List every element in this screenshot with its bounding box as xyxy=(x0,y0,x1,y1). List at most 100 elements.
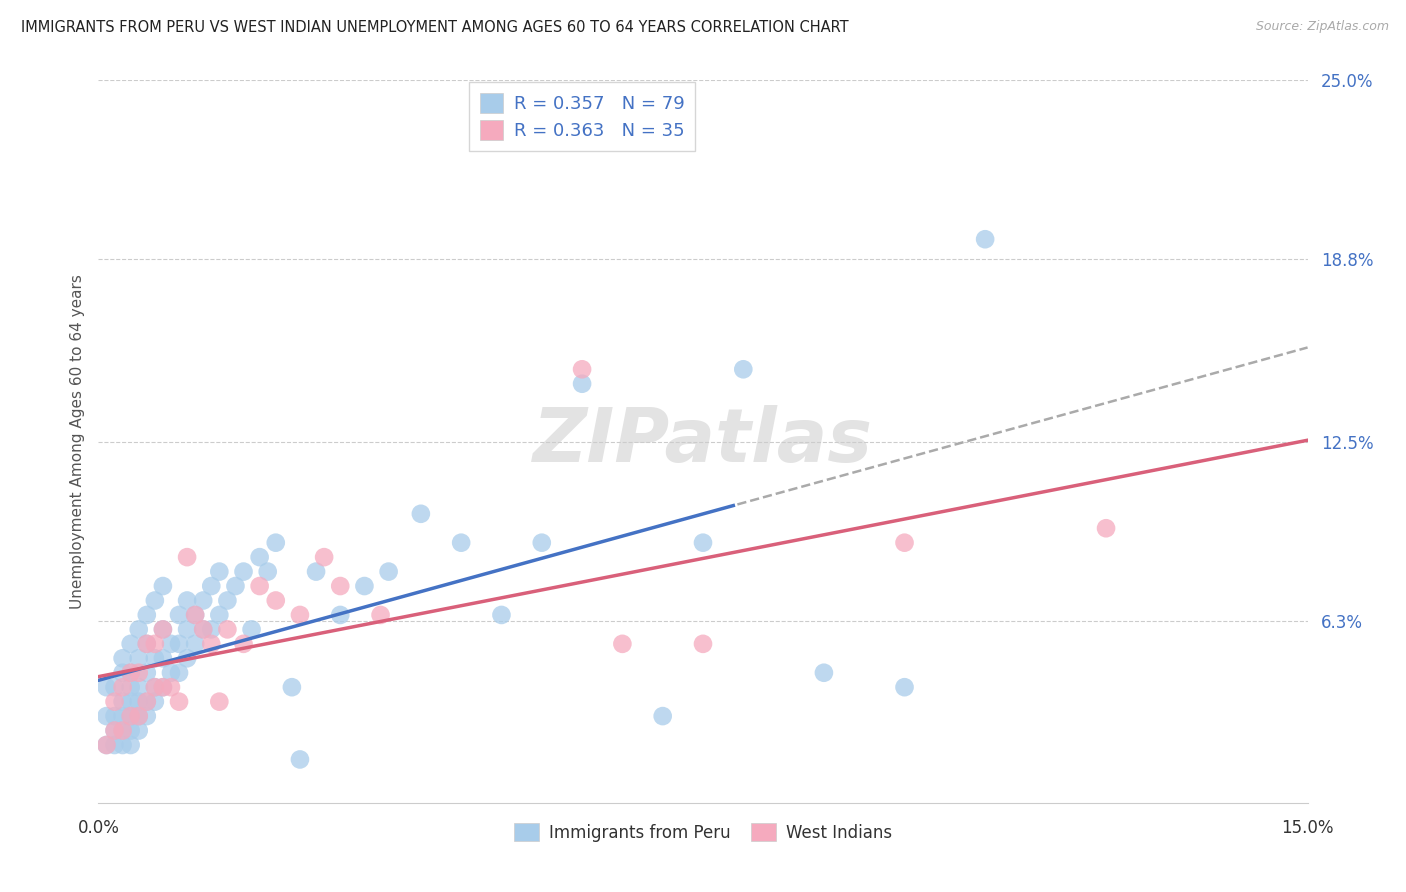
Point xyxy=(128,680,150,694)
Point xyxy=(128,709,150,723)
Point xyxy=(314,550,336,565)
Point xyxy=(167,695,190,709)
Point xyxy=(103,738,125,752)
Point xyxy=(143,680,166,694)
Point xyxy=(152,579,174,593)
Point xyxy=(208,565,231,579)
Point xyxy=(184,637,207,651)
Point xyxy=(160,680,183,694)
Point xyxy=(111,723,134,738)
Point xyxy=(256,565,278,579)
Point xyxy=(103,680,125,694)
Y-axis label: Unemployment Among Ages 60 to 64 years: Unemployment Among Ages 60 to 64 years xyxy=(69,274,84,609)
Point xyxy=(120,738,142,752)
Point xyxy=(167,637,190,651)
Point xyxy=(571,362,593,376)
Point xyxy=(96,738,118,752)
Point xyxy=(224,579,246,593)
Point xyxy=(111,738,134,752)
Point xyxy=(240,623,263,637)
Point xyxy=(128,623,150,637)
Point xyxy=(135,695,157,709)
Point xyxy=(692,637,714,651)
Point xyxy=(167,607,190,622)
Point xyxy=(176,651,198,665)
Point xyxy=(152,623,174,637)
Point xyxy=(217,623,239,637)
Point xyxy=(612,637,634,651)
Point xyxy=(571,376,593,391)
Point xyxy=(135,637,157,651)
Point xyxy=(120,695,142,709)
Point xyxy=(450,535,472,549)
Point xyxy=(128,723,150,738)
Point xyxy=(377,565,399,579)
Point xyxy=(96,709,118,723)
Point xyxy=(813,665,835,680)
Point xyxy=(143,680,166,694)
Point xyxy=(353,579,375,593)
Point xyxy=(135,709,157,723)
Point xyxy=(152,651,174,665)
Point xyxy=(135,637,157,651)
Point xyxy=(1095,521,1118,535)
Point xyxy=(288,752,311,766)
Point xyxy=(249,579,271,593)
Point xyxy=(184,607,207,622)
Point xyxy=(200,623,222,637)
Point xyxy=(208,695,231,709)
Point xyxy=(135,695,157,709)
Point xyxy=(232,637,254,651)
Point xyxy=(143,593,166,607)
Point xyxy=(160,637,183,651)
Point xyxy=(143,695,166,709)
Point xyxy=(135,607,157,622)
Legend: Immigrants from Peru, West Indians: Immigrants from Peru, West Indians xyxy=(508,817,898,848)
Point xyxy=(208,607,231,622)
Point xyxy=(128,709,150,723)
Point xyxy=(120,709,142,723)
Point xyxy=(176,550,198,565)
Point xyxy=(491,607,513,622)
Point xyxy=(200,637,222,651)
Point xyxy=(217,593,239,607)
Point xyxy=(329,579,352,593)
Point xyxy=(128,665,150,680)
Point xyxy=(893,535,915,549)
Point xyxy=(128,651,150,665)
Point xyxy=(409,507,432,521)
Point xyxy=(143,651,166,665)
Point xyxy=(103,723,125,738)
Point xyxy=(692,535,714,549)
Point xyxy=(152,680,174,694)
Point xyxy=(176,593,198,607)
Point xyxy=(111,651,134,665)
Point xyxy=(264,593,287,607)
Point xyxy=(193,623,215,637)
Point xyxy=(111,723,134,738)
Point xyxy=(103,709,125,723)
Point xyxy=(120,680,142,694)
Point xyxy=(96,680,118,694)
Text: ZIPatlas: ZIPatlas xyxy=(533,405,873,478)
Point xyxy=(200,579,222,593)
Point xyxy=(160,665,183,680)
Point xyxy=(329,607,352,622)
Point xyxy=(152,680,174,694)
Point xyxy=(111,665,134,680)
Point xyxy=(232,565,254,579)
Point xyxy=(111,695,134,709)
Point xyxy=(111,709,134,723)
Point xyxy=(120,637,142,651)
Point xyxy=(96,738,118,752)
Point xyxy=(974,232,997,246)
Point xyxy=(249,550,271,565)
Point xyxy=(120,665,142,680)
Point xyxy=(305,565,328,579)
Point xyxy=(120,709,142,723)
Point xyxy=(103,723,125,738)
Point xyxy=(103,695,125,709)
Text: IMMIGRANTS FROM PERU VS WEST INDIAN UNEMPLOYMENT AMONG AGES 60 TO 64 YEARS CORRE: IMMIGRANTS FROM PERU VS WEST INDIAN UNEM… xyxy=(21,20,849,35)
Point xyxy=(264,535,287,549)
Point xyxy=(135,665,157,680)
